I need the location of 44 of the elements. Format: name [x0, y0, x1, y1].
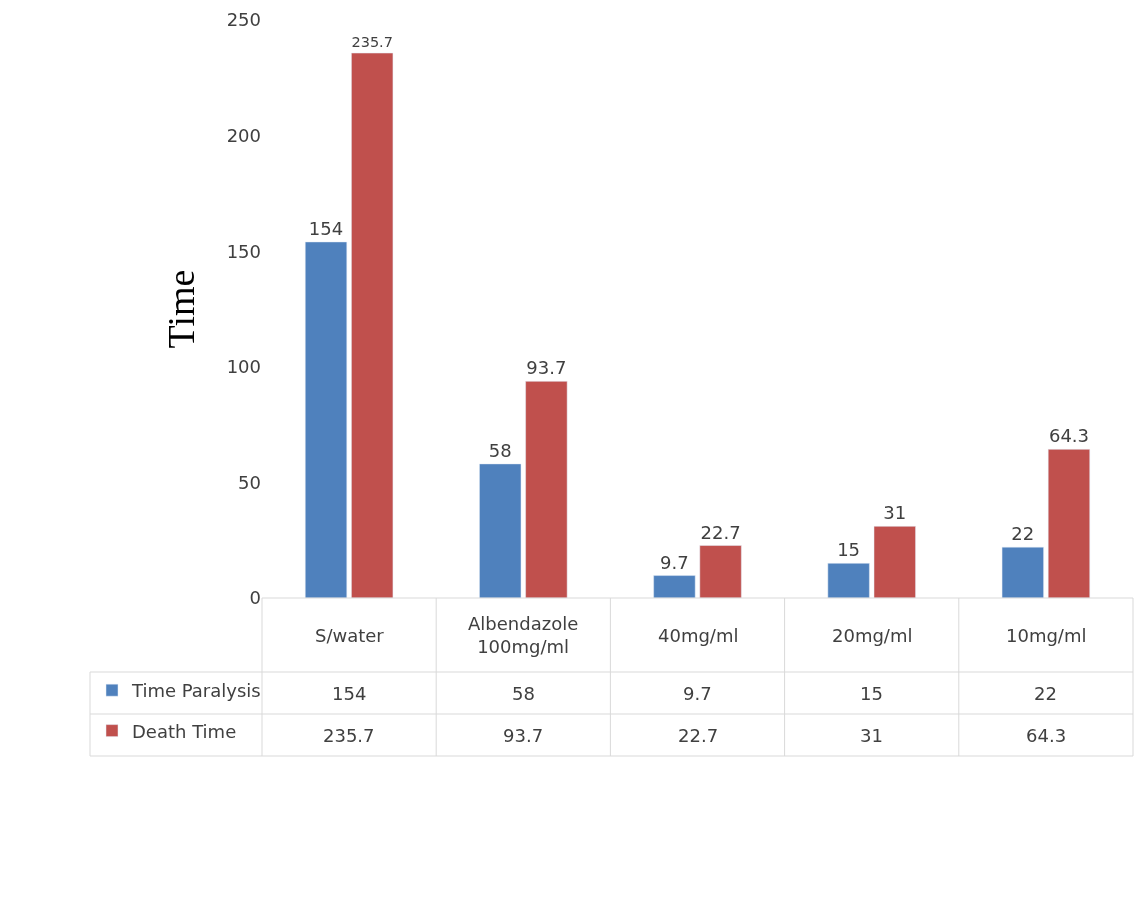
data-label: 15	[860, 683, 883, 704]
bar	[525, 381, 568, 598]
annotation: 64.3	[1048, 425, 1090, 447]
y-tick-label: 150	[226, 240, 261, 262]
x-tick-label: Albendazole 100mg/ml	[468, 613, 579, 658]
annotation: 58	[488, 439, 512, 461]
bar	[699, 545, 742, 598]
data-label: 22	[1034, 683, 1057, 704]
x-tick-label: S/water	[315, 625, 385, 646]
legend-label: Time Paralysis	[131, 680, 261, 702]
data-label: 22.7	[678, 725, 719, 746]
y-tick-label: 200	[226, 124, 261, 146]
data-label: 93.7	[503, 725, 544, 746]
bar	[1047, 449, 1090, 598]
bar	[1001, 546, 1044, 598]
annotation: 31	[883, 502, 907, 524]
data-label: 9.7	[683, 683, 712, 704]
annotation: 22.7	[700, 521, 741, 543]
data-label: 58	[512, 683, 535, 704]
x-tick-label: 10mg/ml	[1006, 625, 1087, 646]
y-axis-title: Time	[159, 269, 202, 349]
y-tick-label: 100	[226, 356, 261, 378]
y-tick-label: 0	[249, 587, 261, 609]
annotation: 15	[837, 539, 861, 561]
bar	[479, 463, 522, 598]
annotation: 9.7	[660, 551, 689, 573]
bar	[351, 52, 394, 598]
bar	[873, 526, 916, 598]
bar	[827, 563, 870, 598]
annotation: 93.7	[526, 357, 567, 379]
x-tick-label: 20mg/ml	[832, 625, 913, 646]
legend-label: Death Time	[132, 720, 237, 742]
annotation: 22	[1011, 523, 1035, 545]
data-label: 235.7	[323, 725, 375, 746]
annotation: 154	[308, 217, 344, 239]
data-label: 154	[332, 683, 367, 704]
data-label: 31	[860, 725, 883, 746]
x-tick-label: 40mg/ml	[658, 625, 739, 646]
bar	[653, 575, 696, 598]
annotation: 235.7	[351, 33, 393, 50]
bar	[305, 241, 348, 598]
y-tick-label: 250	[226, 9, 261, 31]
y-tick-label: 50	[238, 471, 261, 493]
data-label: 64.3	[1026, 725, 1067, 746]
